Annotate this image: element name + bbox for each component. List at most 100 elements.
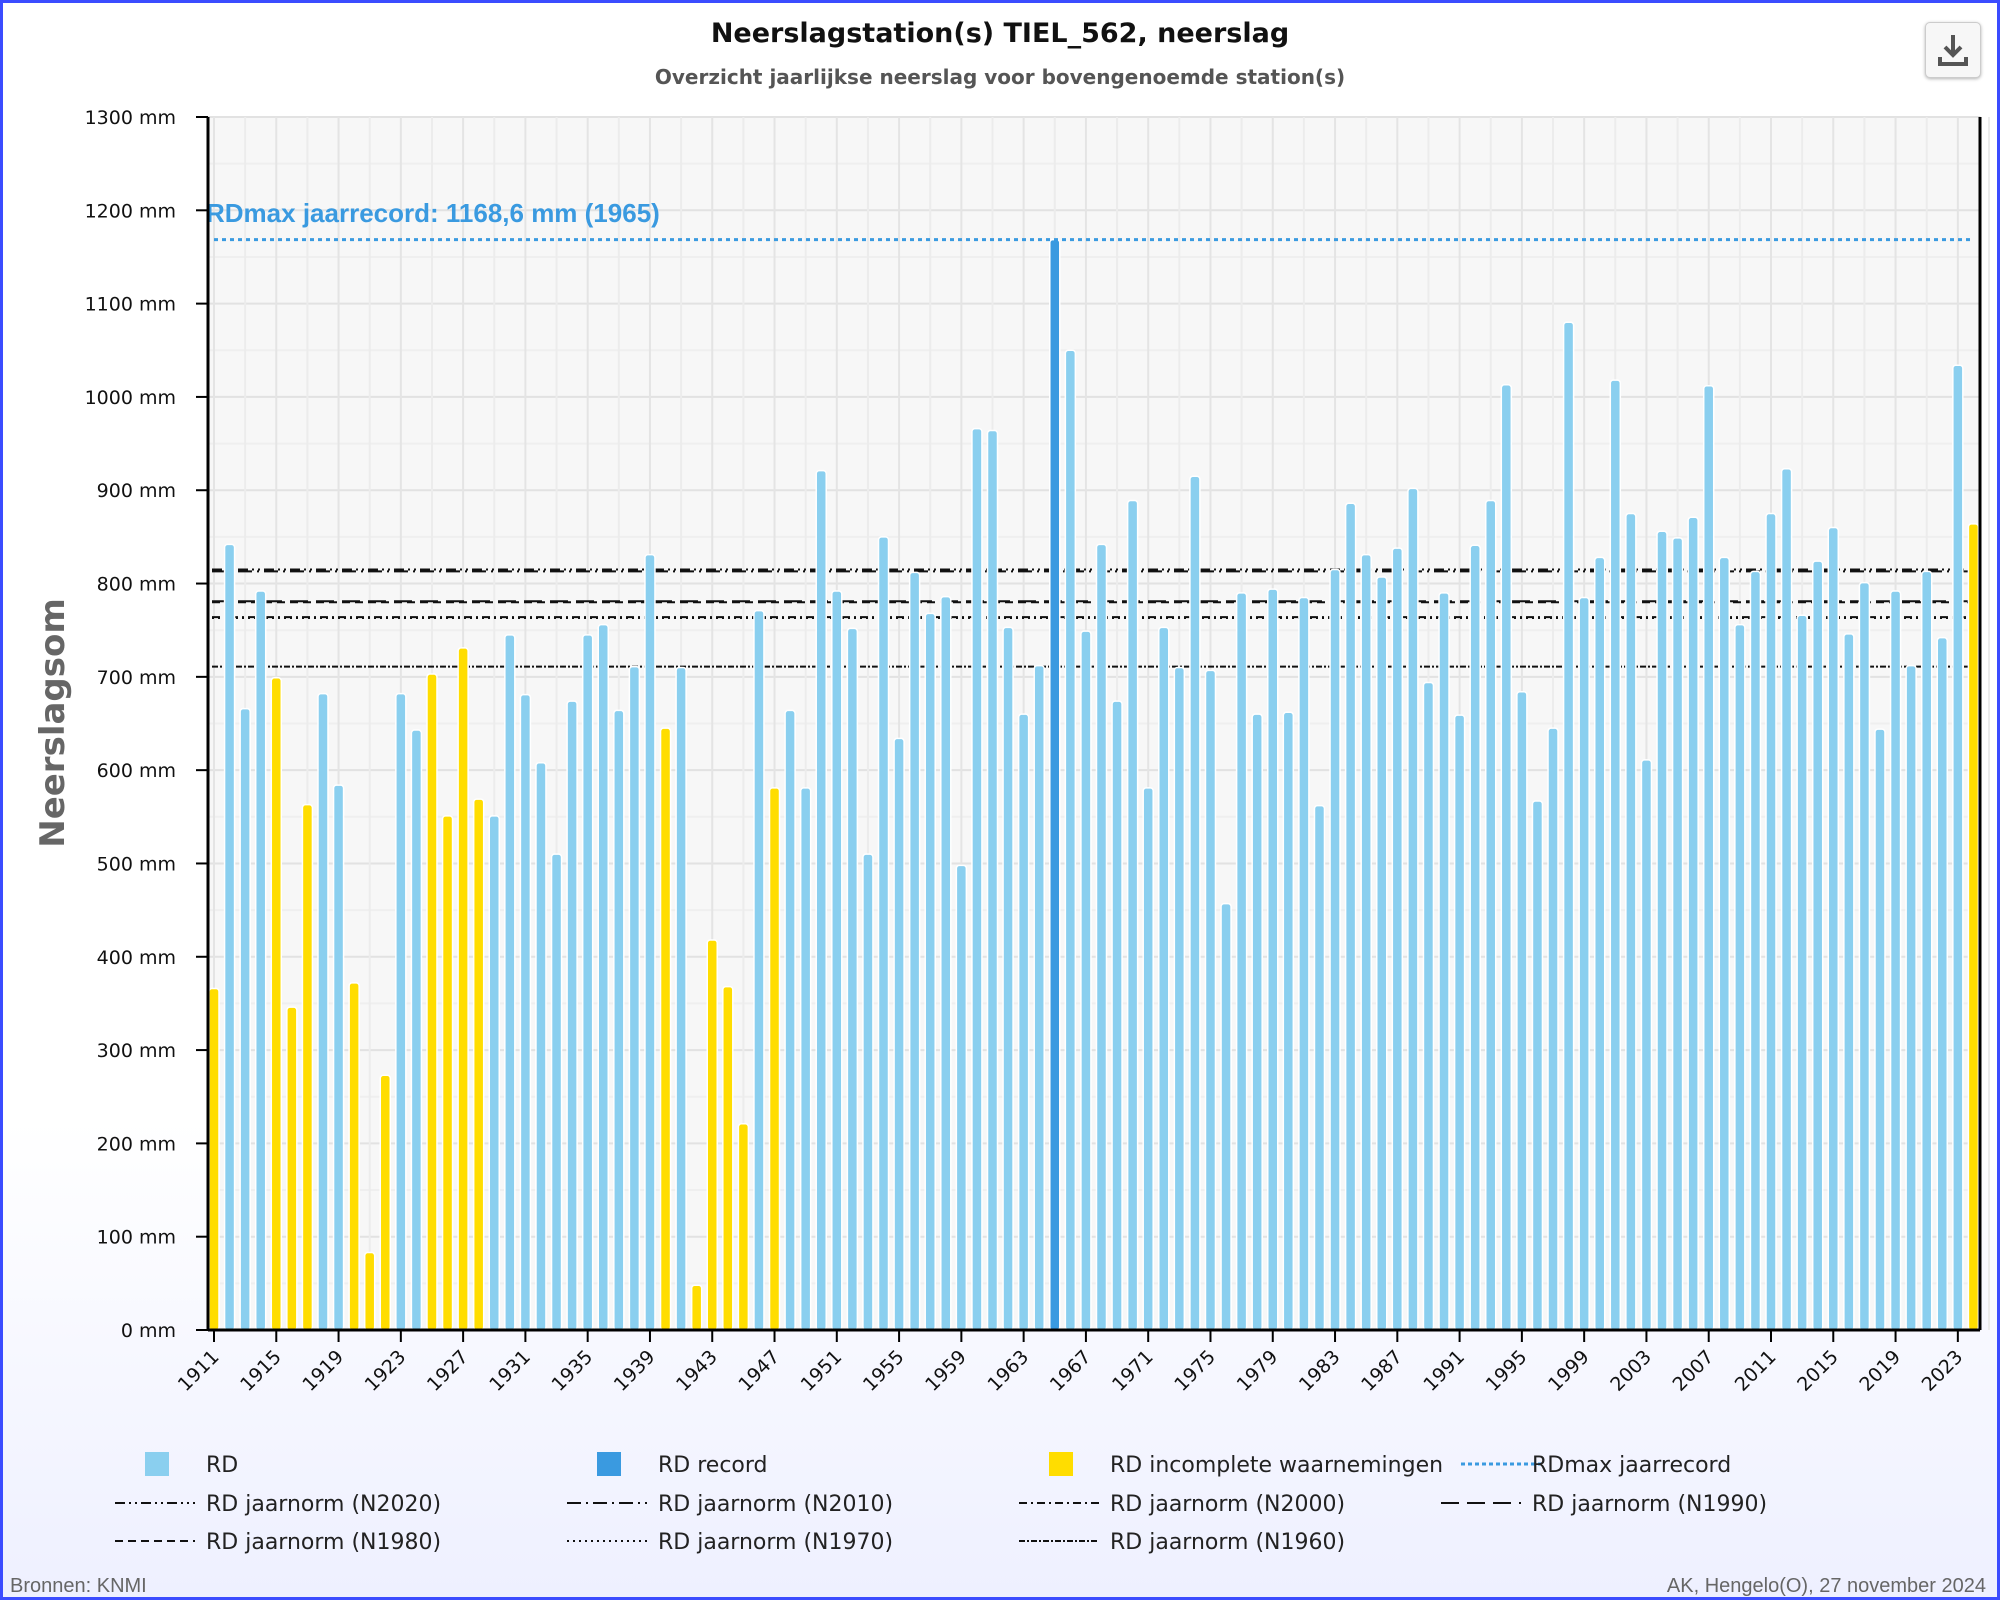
bar-1986 bbox=[1376, 576, 1388, 1331]
bar-2010 bbox=[1749, 570, 1762, 1331]
y-tick-label: 600 mm bbox=[97, 760, 176, 782]
bar-1999 bbox=[1578, 596, 1590, 1331]
bar-1992 bbox=[1469, 544, 1481, 1331]
bar-1954 bbox=[877, 536, 890, 1331]
bar-1955 bbox=[893, 737, 905, 1331]
legend-item: RD jaarnorm (N1970) bbox=[567, 1530, 893, 1555]
bar-1948 bbox=[784, 709, 796, 1331]
bar-1922 bbox=[379, 1074, 392, 1331]
bar-1934 bbox=[566, 700, 578, 1331]
bar-2007 bbox=[1702, 384, 1715, 1331]
y-tick-label: 400 mm bbox=[97, 947, 176, 969]
bar-1944 bbox=[722, 985, 734, 1331]
bar-1988 bbox=[1407, 487, 1419, 1331]
x-tick-label: 1927 bbox=[423, 1346, 473, 1396]
bar-1977 bbox=[1235, 592, 1248, 1331]
bar-1980 bbox=[1282, 711, 1295, 1331]
bar-1985 bbox=[1360, 553, 1372, 1331]
x-tick-label: 1931 bbox=[485, 1346, 535, 1396]
y-tick-label: 800 mm bbox=[97, 574, 176, 596]
bar-1941 bbox=[675, 666, 687, 1331]
bar-2019 bbox=[1889, 590, 1902, 1331]
bar-1964 bbox=[1033, 664, 1045, 1331]
bar-2012 bbox=[1780, 468, 1793, 1331]
y-tick-label: 300 mm bbox=[97, 1040, 176, 1062]
bar-1935 bbox=[581, 634, 594, 1331]
y-tick-label: 1000 mm bbox=[85, 387, 176, 409]
x-tick-label: 1983 bbox=[1295, 1346, 1345, 1396]
legend-item: RD jaarnorm (N2000) bbox=[1019, 1492, 1345, 1517]
bar-1942 bbox=[690, 1284, 703, 1331]
y-tick-label: 500 mm bbox=[97, 853, 176, 875]
bar-2020 bbox=[1905, 664, 1917, 1331]
bar-1960 bbox=[971, 427, 983, 1331]
legend: RD RD record RD incomplete waarnemingen RDm… bbox=[115, 1452, 1767, 1555]
bar-1923 bbox=[395, 692, 407, 1331]
x-tick-label: 1959 bbox=[921, 1346, 971, 1396]
bar-2008 bbox=[1718, 556, 1731, 1331]
bar-1930 bbox=[504, 634, 516, 1331]
x-tick-label: 1967 bbox=[1046, 1346, 1096, 1396]
y-axis: 0 mm 100 mm 200 mm 300 mm 400 mm 500 mm 600 mm… bbox=[85, 107, 208, 1342]
legend-label: RDmax jaarrecord bbox=[1532, 1453, 1731, 1478]
bar-1931 bbox=[519, 693, 532, 1331]
bar-1945 bbox=[737, 1123, 750, 1331]
legend-item: RD jaarnorm (N1990) bbox=[1441, 1492, 1767, 1517]
bar-1928 bbox=[472, 798, 485, 1331]
y-tick-label: 1300 mm bbox=[85, 107, 176, 129]
bar-2018 bbox=[1874, 728, 1886, 1331]
bar-2002 bbox=[1625, 512, 1637, 1331]
bar-1950 bbox=[815, 469, 827, 1331]
x-tick-label: 1971 bbox=[1108, 1346, 1158, 1396]
bar-1971 bbox=[1142, 787, 1154, 1331]
bar-1975 bbox=[1204, 669, 1217, 1331]
legend-item: RDmax jaarrecord bbox=[1461, 1453, 1731, 1478]
legend-swatch bbox=[597, 1452, 621, 1476]
bar-1970 bbox=[1126, 499, 1139, 1331]
bar-1989 bbox=[1422, 681, 1435, 1331]
legend-label: RD record bbox=[658, 1453, 768, 1478]
y-tick-label: 100 mm bbox=[97, 1227, 176, 1249]
chart-title: Neerslagstation(s) TIEL_562, neerslag bbox=[711, 18, 1289, 49]
bar-1927 bbox=[457, 647, 469, 1331]
bar-1962 bbox=[1002, 626, 1014, 1331]
download-button[interactable] bbox=[1925, 22, 1981, 78]
bar-1953 bbox=[862, 853, 874, 1331]
bar-1982 bbox=[1313, 804, 1326, 1331]
x-tick-label: 1991 bbox=[1419, 1346, 1469, 1396]
bar-2011 bbox=[1765, 512, 1777, 1331]
bar-1993 bbox=[1484, 499, 1497, 1331]
legend-label: RD jaarnorm (N2010) bbox=[658, 1492, 893, 1517]
x-axis: 1911 1915 1919 1923 1927 1931 1935 1939 1943 1947… bbox=[174, 1330, 1967, 1396]
bar-1947 bbox=[768, 787, 781, 1331]
bar-2024 bbox=[1967, 523, 1980, 1331]
bar-1949 bbox=[799, 787, 812, 1331]
bar-1925 bbox=[426, 673, 438, 1331]
y-tick-label: 900 mm bbox=[97, 480, 176, 502]
bars bbox=[208, 238, 1980, 1331]
bar-1965 bbox=[1049, 238, 1061, 1331]
legend-item: RD jaarnorm (N2020) bbox=[115, 1492, 441, 1517]
bar-1987 bbox=[1391, 547, 1404, 1331]
legend-item: RD bbox=[145, 1452, 238, 1478]
legend-label: RD jaarnorm (N1990) bbox=[1532, 1492, 1767, 1517]
legend-label: RD jaarnorm (N2020) bbox=[206, 1492, 441, 1517]
bar-1968 bbox=[1095, 543, 1108, 1331]
x-tick-label: 1995 bbox=[1482, 1346, 1532, 1396]
chart-subtitle: Overzicht jaarlijkse neerslag voor boven… bbox=[655, 65, 1345, 89]
bar-1998 bbox=[1562, 321, 1575, 1331]
x-tick-label: 1939 bbox=[610, 1346, 660, 1396]
bar-1912 bbox=[223, 543, 236, 1331]
credit-text: AK, Hengelo(O), 27 november 2024 bbox=[1667, 1575, 1986, 1597]
legend-label: RD jaarnorm (N2000) bbox=[1110, 1492, 1345, 1517]
legend-item: RD record bbox=[597, 1452, 768, 1478]
legend-swatch bbox=[145, 1452, 169, 1476]
bar-1974 bbox=[1189, 475, 1201, 1331]
bar-1966 bbox=[1064, 349, 1077, 1331]
x-tick-label: 1963 bbox=[983, 1346, 1033, 1396]
legend-label: RD jaarnorm (N1960) bbox=[1110, 1530, 1345, 1555]
bar-2016 bbox=[1843, 633, 1855, 1331]
bar-1917 bbox=[301, 803, 314, 1331]
bar-1921 bbox=[363, 1251, 376, 1331]
